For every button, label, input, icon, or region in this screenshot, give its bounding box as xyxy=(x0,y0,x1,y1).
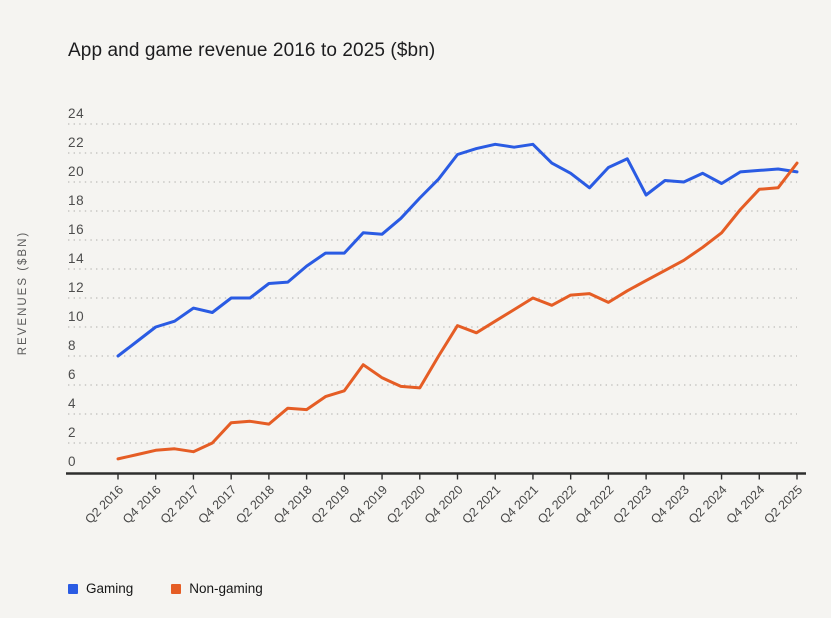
y-tick-label-6: 6 xyxy=(68,367,76,382)
x-tick-label: Q2 2024 xyxy=(686,483,730,527)
y-tick-label-20: 20 xyxy=(68,164,84,179)
x-tick-label: Q4 2023 xyxy=(648,483,692,527)
x-tick-label: Q2 2021 xyxy=(460,483,504,527)
x-tick-label: Q2 2022 xyxy=(535,483,579,527)
y-tick-label-12: 12 xyxy=(68,280,84,295)
non-gaming-series-swatch-icon xyxy=(171,583,182,594)
x-tick-label: Q2 2019 xyxy=(309,483,353,527)
x-tick-label: Q4 2017 xyxy=(195,483,239,527)
y-tick-label-0: 0 xyxy=(68,454,76,469)
chart-legend: Gaming Non-gaming xyxy=(68,581,263,596)
y-tick-label-22: 22 xyxy=(68,135,84,150)
x-tick-label: Q2 2025 xyxy=(761,483,805,527)
x-tick-label: Q2 2020 xyxy=(384,483,428,527)
x-tick-label: Q4 2022 xyxy=(573,483,617,527)
x-tick-label: Q2 2023 xyxy=(610,483,654,527)
gaming-series-swatch-icon xyxy=(68,583,78,594)
x-tick-label: Q4 2021 xyxy=(497,483,541,527)
y-tick-label-24: 24 xyxy=(68,106,84,121)
x-tick-label: Q4 2019 xyxy=(346,483,390,527)
y-tick-label-8: 8 xyxy=(68,338,76,353)
x-tick-label: Q4 2016 xyxy=(120,483,164,527)
non-gaming-series-line xyxy=(116,161,799,461)
y-tick-label-10: 10 xyxy=(68,309,84,324)
chart-title: App and game revenue 2016 to 2025 ($bn) xyxy=(68,40,436,61)
y-axis-label: REVENUES ($BN) xyxy=(17,231,29,356)
x-tick-label: Q2 2018 xyxy=(233,483,277,527)
x-tick-label: Q2 2016 xyxy=(82,483,126,527)
x-tick-label: Q4 2018 xyxy=(271,483,315,527)
x-tick-label: Q4 2024 xyxy=(724,483,768,527)
legend-item-non-gaming: Non-gaming xyxy=(171,581,263,596)
y-tick-label-2: 2 xyxy=(68,425,76,440)
y-tick-label-4: 4 xyxy=(68,396,76,411)
gaming-series-line xyxy=(116,142,799,358)
legend-item-gaming: Gaming xyxy=(68,581,133,596)
x-tick-label: Q4 2020 xyxy=(422,483,466,527)
y-tick-label-14: 14 xyxy=(68,251,84,266)
legend-label-gaming: Gaming xyxy=(86,581,134,596)
x-tick-label: Q2 2017 xyxy=(158,483,202,527)
y-tick-label-18: 18 xyxy=(68,193,84,208)
legend-label-non-gaming: Non-gaming xyxy=(189,581,263,596)
y-tick-label-16: 16 xyxy=(68,222,84,237)
